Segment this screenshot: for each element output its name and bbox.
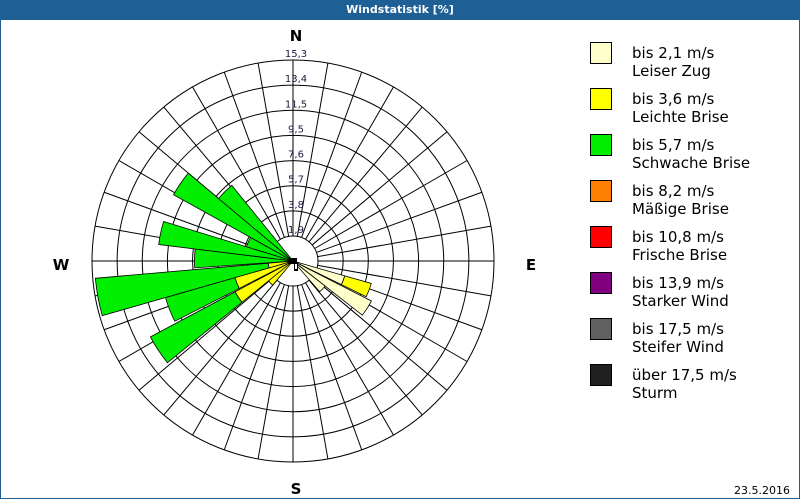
legend-speed: bis 2,1 m/s xyxy=(632,44,715,62)
legend-swatch xyxy=(590,134,612,156)
compass-south: S xyxy=(291,480,302,498)
legend-item-maessige-brise: bis 8,2 m/s Mäßige Brise xyxy=(590,180,790,226)
legend-swatch xyxy=(590,364,612,386)
legend-speed: über 17,5 m/s xyxy=(632,366,737,384)
wind-sectors xyxy=(94,172,372,364)
legend-item-steifer-wind: bis 17,5 m/s Steifer Wind xyxy=(590,318,790,364)
svg-text:13,4: 13,4 xyxy=(285,74,307,85)
center-hole xyxy=(289,258,298,271)
svg-text:11,5: 11,5 xyxy=(285,99,307,110)
legend-swatch xyxy=(590,318,612,340)
legend-label: Sturm xyxy=(632,384,678,402)
svg-text:9,5: 9,5 xyxy=(288,124,304,135)
legend: bis 2,1 m/s Leiser Zug bis 3,6 m/s Leichte… xyxy=(590,42,790,410)
legend-label: Mäßige Brise xyxy=(632,200,729,218)
legend-label: Leichte Brise xyxy=(632,108,729,126)
legend-speed: bis 17,5 m/s xyxy=(632,320,724,338)
legend-speed: bis 13,9 m/s xyxy=(632,274,724,292)
legend-label: Steifer Wind xyxy=(632,338,724,356)
svg-text:3,8: 3,8 xyxy=(288,200,304,211)
legend-swatch xyxy=(590,272,612,294)
legend-swatch xyxy=(590,42,612,64)
legend-item-leichte-brise: bis 3,6 m/s Leichte Brise xyxy=(590,88,790,134)
legend-speed: bis 10,8 m/s xyxy=(632,228,724,246)
title-bar: Windstatistik [%] xyxy=(0,0,800,20)
compass-east: E xyxy=(526,256,536,274)
legend-label: Schwache Brise xyxy=(632,154,751,172)
legend-label: Starker Wind xyxy=(632,292,729,310)
compass-west: W xyxy=(53,256,70,274)
wind-rose-chart: 1,9 3,8 5,7 7,6 9,5 11,5 13,4 15,3 N S W E xyxy=(53,27,536,498)
svg-text:15,3: 15,3 xyxy=(285,49,307,60)
legend-speed: bis 3,6 m/s xyxy=(632,90,715,108)
legend-swatch xyxy=(590,88,612,110)
legend-label: Leiser Zug xyxy=(632,62,711,80)
legend-item-leiser-zug: bis 2,1 m/s Leiser Zug xyxy=(590,42,790,88)
legend-swatch xyxy=(590,180,612,202)
legend-swatch xyxy=(590,226,612,248)
compass-north: N xyxy=(290,27,303,45)
date-stamp: 23.5.2016 xyxy=(734,484,790,497)
legend-item-starker-wind: bis 13,9 m/s Starker Wind xyxy=(590,272,790,318)
svg-text:1,9: 1,9 xyxy=(288,225,304,236)
radial-tick-labels: 1,9 3,8 5,7 7,6 9,5 11,5 13,4 15,3 xyxy=(285,49,307,236)
svg-text:5,7: 5,7 xyxy=(288,175,304,186)
legend-label: Frische Brise xyxy=(632,246,728,264)
legend-item-frische-brise: bis 10,8 m/s Frische Brise xyxy=(590,226,790,272)
legend-item-sturm: über 17,5 m/s Sturm xyxy=(590,364,790,410)
legend-speed: bis 8,2 m/s xyxy=(632,182,715,200)
legend-item-schwache-brise: bis 5,7 m/s Schwache Brise xyxy=(590,134,790,180)
svg-text:7,6: 7,6 xyxy=(288,150,304,161)
legend-speed: bis 5,7 m/s xyxy=(632,136,715,154)
